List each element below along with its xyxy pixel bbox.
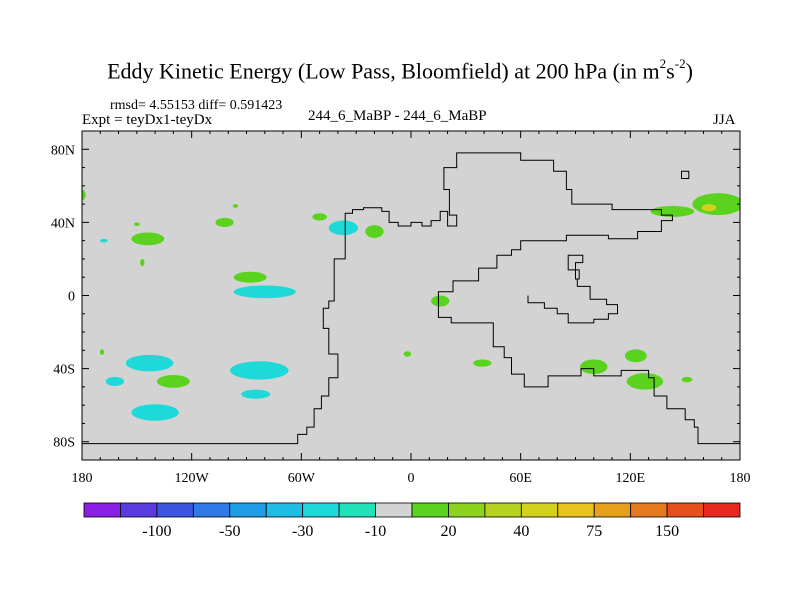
contour-blob-4 <box>140 258 145 267</box>
coastline-1 <box>527 254 618 324</box>
contour-blob-14 <box>125 354 174 372</box>
x-tick-label: 120W <box>175 471 210 486</box>
contour-blob-1 <box>134 222 140 227</box>
colorbar-box-15 <box>630 502 668 518</box>
colorbar-box-2 <box>156 502 194 518</box>
colorbar-label: -100 <box>142 523 171 540</box>
contour-blob-21 <box>473 359 492 367</box>
colorbar-box-7 <box>338 502 376 518</box>
colorbar-box-13 <box>557 502 595 518</box>
colorbar: -100 -50 -30 -10 20 40 75 150 <box>83 502 741 540</box>
colorbar-label: -10 <box>365 523 386 540</box>
colorbar-box-12 <box>520 502 559 518</box>
y-tick-label: 80S <box>53 436 75 451</box>
x-tick-label: 120E <box>616 471 646 486</box>
colorbar-label: 150 <box>655 523 679 540</box>
colorbar-box-16 <box>666 502 704 518</box>
y-tick-label: 40N <box>51 216 75 231</box>
x-tick-label: 60W <box>288 471 316 486</box>
colorbar-box-6 <box>302 502 340 518</box>
contour-blob-10 <box>233 271 267 283</box>
stats-line: rmsd= 4.55153 diff= 0.591423 <box>110 98 283 113</box>
contour-blob-26 <box>692 193 740 216</box>
experiment-label: Expt = teyDx1-teyDx <box>82 112 213 128</box>
coastline-2 <box>681 170 690 179</box>
colorbar-label: -50 <box>219 523 240 540</box>
contour-blob-5 <box>232 204 239 208</box>
contour-blob-6 <box>215 217 234 227</box>
colorbar-label: 40 <box>513 523 529 540</box>
y-tick-label: 80N <box>51 143 75 158</box>
colorbar-box-14 <box>593 502 632 518</box>
map-layer <box>82 131 740 460</box>
colorbar-box-11 <box>484 502 522 518</box>
colorbar-box-10 <box>448 502 486 518</box>
contour-blob-25 <box>681 376 693 383</box>
contour-blob-3 <box>131 232 165 246</box>
contour-blob-0 <box>82 189 86 201</box>
x-tick-label: 180 <box>72 471 93 486</box>
x-tick-label: 60E <box>509 471 532 486</box>
contour-blob-12 <box>431 295 450 307</box>
contour-blob-16 <box>105 376 125 386</box>
colorbar-box-3 <box>192 502 231 518</box>
chart-title: Eddy Kinetic Energy (Low Pass, Bloomfiel… <box>107 56 693 84</box>
contour-blob-23 <box>624 349 647 363</box>
contour-blob-18 <box>230 361 289 380</box>
y-tick-label: 0 <box>68 290 75 305</box>
season-label: JJA <box>713 112 736 128</box>
colorbar-box-8 <box>375 502 413 518</box>
colorbar-label: -30 <box>292 523 313 540</box>
x-tick-label: 180 <box>730 471 751 486</box>
colorbar-box-0 <box>83 502 121 518</box>
y-tick-label: 40S <box>53 363 75 378</box>
x-tick-label: 0 <box>408 471 415 486</box>
contour-blob-7 <box>312 213 327 221</box>
colorbar-box-5 <box>265 502 304 518</box>
colorbar-box-1 <box>120 502 158 518</box>
contour-blob-8 <box>328 220 358 236</box>
contour-blob-28 <box>701 204 717 212</box>
coastline-0 <box>82 152 740 445</box>
plot-background <box>82 131 740 460</box>
colorbar-label: 75 <box>586 523 602 540</box>
contour-blob-15 <box>156 375 190 388</box>
contour-blob-11 <box>233 285 296 299</box>
contour-blob-24 <box>626 373 664 390</box>
colorbar-label: 20 <box>440 523 456 540</box>
contour-blob-9 <box>365 225 384 238</box>
contour-blob-13 <box>99 349 105 355</box>
axis-layer: 180 120W 60W 0 60E 120E 180 80N 40N 0 40S 80S <box>51 130 751 486</box>
center-label: 244_6_MaBP - 244_6_MaBP <box>308 108 487 124</box>
colorbar-box-4 <box>229 502 267 518</box>
contour-blob-22 <box>580 359 608 375</box>
colorbar-box-9 <box>411 502 449 518</box>
contour-blob-19 <box>241 389 271 399</box>
contour-blob-2 <box>100 238 108 243</box>
contour-blob-17 <box>131 404 179 421</box>
contour-blob-20 <box>403 351 411 357</box>
colorbar-box-17 <box>703 502 741 518</box>
